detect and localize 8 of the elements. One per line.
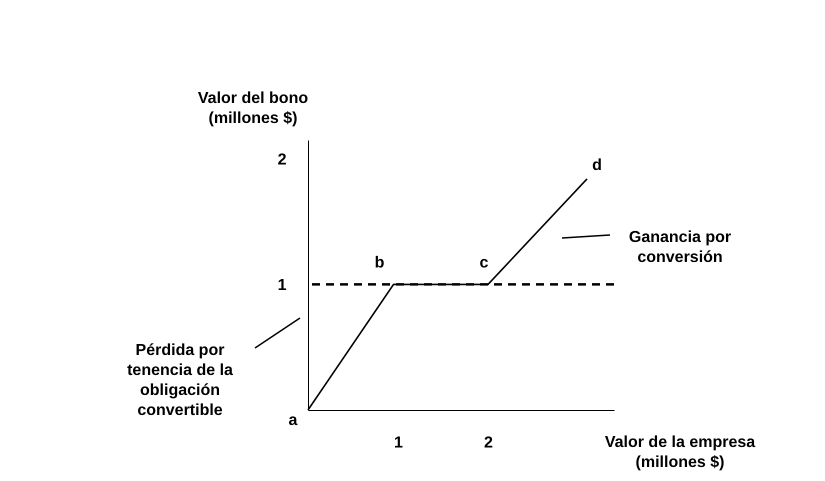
annotation: d: [592, 156, 602, 174]
annotation: a: [288, 412, 298, 429]
x-axis-title: Valor de la empresa (millones $): [604, 434, 756, 471]
y-axis-title: Valor del bono (millones $): [198, 90, 308, 127]
text: Pérdida por tenencia de la obligación convertible: [127, 342, 234, 419]
annotation: c: [480, 254, 489, 272]
text: Ganancia por conversión: [628, 229, 732, 266]
annotation: b: [374, 254, 385, 272]
